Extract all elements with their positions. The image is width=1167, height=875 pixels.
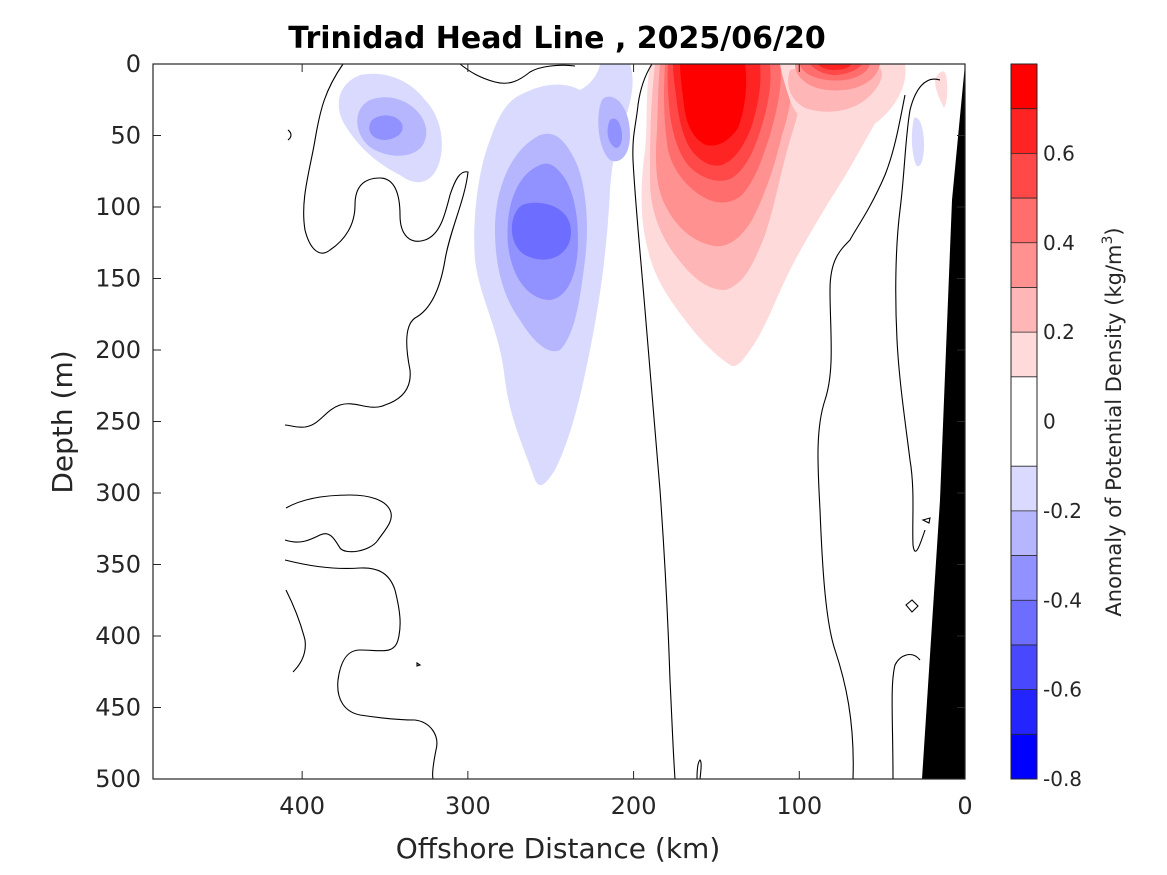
zero-contour-7	[284, 494, 392, 553]
colorbar-band	[1011, 376, 1037, 422]
colorbar-band	[1011, 108, 1037, 154]
x-tick-label: 400	[279, 792, 325, 820]
colorbar-band	[1011, 466, 1037, 511]
colorbar-band	[1011, 555, 1037, 601]
y-tick-label: 100	[95, 193, 141, 221]
colorbar-band	[1011, 689, 1037, 735]
y-tick-label: 200	[95, 336, 141, 364]
fill-neg-210-core	[607, 118, 623, 148]
colorbar-band	[1011, 600, 1037, 645]
shelf-bathymetry	[922, 64, 965, 779]
colorbar-band	[1011, 734, 1037, 779]
fill-neg-west-core	[369, 115, 403, 140]
y-axis-label: Depth (m)	[46, 350, 79, 493]
fill-pos-main-core	[680, 64, 747, 146]
colorbar-band	[1011, 510, 1037, 556]
y-tick-label: 0	[126, 50, 141, 78]
zero-contour-lines	[284, 63, 941, 780]
colorbar-tick-label: 0.4	[1043, 231, 1075, 255]
zero-contour-2	[459, 63, 576, 84]
colorbar-label: Anomaly of Potential Density (kg/m3)	[1100, 227, 1126, 616]
zero-contour-10	[287, 129, 292, 141]
x-axis-label: Offshore Distance (km)	[396, 832, 721, 865]
colorbar-tick-label: -0.4	[1043, 588, 1082, 612]
zero-contour-12	[905, 599, 919, 613]
zero-contour-6	[895, 78, 941, 552]
colorbar-band	[1011, 242, 1037, 288]
zero-contour-3	[632, 63, 676, 780]
y-tick-label: 500	[95, 765, 141, 793]
zero-contour-11	[416, 661, 422, 667]
anomaly-filled-contours	[338, 63, 948, 486]
zero-contour-8	[284, 559, 438, 780]
colorbar-frame	[1010, 63, 1038, 780]
y-tick-label: 300	[95, 479, 141, 507]
colorbar-band	[1011, 644, 1037, 690]
fill-pos-coast	[935, 71, 948, 108]
colorbar-band	[1011, 332, 1037, 377]
colorbar-band	[1011, 287, 1037, 333]
fill-pos-east-b6	[818, 64, 852, 70]
x-tick-label: 300	[445, 792, 491, 820]
colorbar-tick-label: 0.2	[1043, 320, 1075, 344]
y-tick-label: 250	[95, 408, 141, 436]
colorbar-tick-label: 0.6	[1043, 141, 1075, 165]
colorbar-band	[1011, 64, 1037, 109]
colorbar-tick-label: 0	[1043, 410, 1056, 434]
continental-shelf-mask	[922, 64, 965, 779]
colorbar-tick-label: -0.2	[1043, 499, 1082, 523]
colorbar-tick-label: -0.8	[1043, 767, 1082, 791]
colorbar-band	[1011, 421, 1037, 467]
zero-contour-14	[891, 654, 921, 780]
chart-title: Trinidad Head Line , 2025/06/20	[288, 21, 825, 56]
x-tick-label: 0	[957, 792, 972, 820]
y-tick-label: 150	[95, 265, 141, 293]
zero-contour-9	[285, 589, 306, 673]
y-tick-label: 400	[95, 622, 141, 650]
colorbar	[1010, 63, 1038, 780]
zero-contour-1	[284, 63, 469, 428]
y-axis-ticks: 0 50 100 150 200 250 300 350 400 450 500	[95, 50, 965, 793]
x-axis-ticks: 400 300 200 100 0	[279, 64, 973, 820]
fill-neg-main-core	[511, 202, 571, 260]
colorbar-band	[1011, 198, 1037, 243]
zero-contour-4	[696, 759, 702, 780]
y-tick-label: 350	[95, 551, 141, 579]
zero-contour-5	[817, 94, 906, 780]
colorbar-tick-label: -0.6	[1043, 678, 1082, 702]
fill-neg-coast	[911, 117, 924, 167]
colorbar-ticks: -0.8 -0.6 -0.4 -0.2 0 0.2 0.4 0.6	[1043, 141, 1082, 791]
zero-contour-13	[921, 517, 931, 524]
y-tick-label: 50	[110, 122, 141, 150]
y-tick-label: 450	[95, 694, 141, 722]
x-tick-label: 100	[776, 792, 822, 820]
x-tick-label: 200	[611, 792, 657, 820]
colorbar-band	[1011, 153, 1037, 199]
